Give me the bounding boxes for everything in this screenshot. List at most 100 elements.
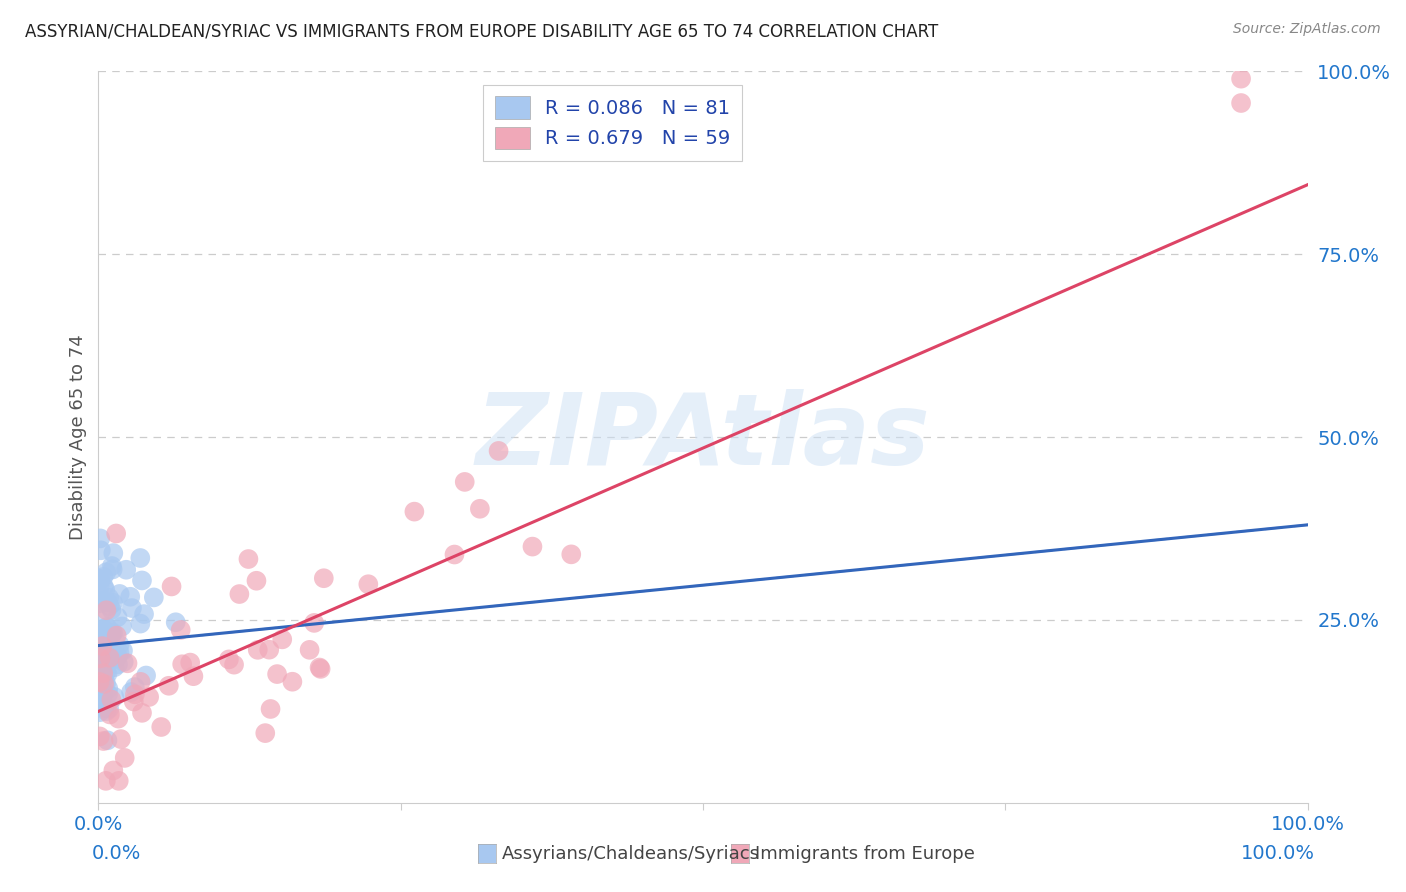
Point	[94, 676, 117, 690]
Point	[101, 562, 124, 576]
Point	[96, 595, 118, 609]
Point	[94, 582, 117, 597]
Point	[170, 623, 193, 637]
Point	[129, 616, 152, 631]
Point	[96, 620, 118, 634]
Point	[117, 657, 139, 671]
Point	[100, 603, 122, 617]
Point	[179, 656, 201, 670]
Point	[150, 720, 173, 734]
Point	[90, 632, 112, 647]
Point	[90, 641, 112, 656]
Point	[98, 654, 121, 668]
Point	[160, 579, 183, 593]
Point	[112, 655, 135, 669]
Point	[107, 650, 129, 665]
Point	[91, 688, 114, 702]
Point	[89, 730, 111, 744]
Point	[1230, 95, 1253, 110]
Point	[111, 643, 134, 657]
Point	[105, 629, 128, 643]
Point	[101, 627, 124, 641]
Point	[245, 574, 267, 588]
Point	[107, 610, 129, 624]
Point	[98, 591, 121, 605]
Point	[131, 706, 153, 720]
Point	[107, 657, 129, 672]
Point	[309, 662, 332, 676]
Point	[560, 547, 582, 561]
Point	[89, 705, 111, 719]
Point	[96, 603, 118, 617]
Point	[124, 680, 146, 694]
Point	[96, 633, 118, 648]
Point	[131, 574, 153, 588]
Point	[89, 596, 111, 610]
Point	[120, 685, 142, 699]
Point	[94, 773, 117, 788]
Point	[105, 651, 128, 665]
Point	[246, 643, 269, 657]
Point	[302, 615, 325, 630]
Point	[114, 751, 136, 765]
Point	[97, 643, 120, 657]
Y-axis label: Disability Age 65 to 74: Disability Age 65 to 74	[69, 334, 87, 540]
Point	[96, 566, 118, 580]
Point	[218, 652, 240, 666]
Point	[488, 443, 510, 458]
Point	[89, 623, 111, 637]
Point	[97, 640, 120, 655]
Point	[183, 669, 205, 683]
Point	[89, 675, 111, 690]
Text: Source: ZipAtlas.com: Source: ZipAtlas.com	[1233, 22, 1381, 37]
Point	[96, 654, 118, 668]
Point	[98, 650, 121, 665]
Point	[142, 591, 165, 605]
Point	[138, 690, 160, 704]
Point	[93, 570, 115, 584]
Point	[308, 660, 330, 674]
Point	[91, 666, 114, 681]
Point	[120, 590, 142, 604]
Text: 0.0%: 0.0%	[91, 844, 141, 863]
Point	[259, 702, 281, 716]
Point	[103, 764, 125, 778]
Point	[93, 734, 115, 748]
Point	[90, 543, 112, 558]
Point	[96, 667, 118, 681]
Point	[96, 704, 118, 718]
Point	[93, 677, 115, 691]
Point	[357, 577, 380, 591]
Point	[454, 475, 477, 489]
Point	[89, 572, 111, 586]
Point	[101, 596, 124, 610]
Point	[257, 642, 280, 657]
Text: Immigrants from Europe: Immigrants from Europe	[755, 845, 974, 863]
Point	[93, 644, 115, 658]
Text: 100.0%: 100.0%	[1240, 844, 1315, 863]
Point	[281, 674, 304, 689]
Point	[94, 665, 117, 680]
Point	[135, 668, 157, 682]
Point	[1230, 71, 1253, 86]
Point	[89, 637, 111, 651]
Point	[96, 733, 118, 747]
Point	[101, 626, 124, 640]
Point	[115, 563, 138, 577]
Point	[105, 526, 128, 541]
Point	[89, 692, 111, 706]
Point	[89, 572, 111, 586]
Point	[100, 692, 122, 706]
Point	[443, 548, 465, 562]
Point	[90, 594, 112, 608]
Point	[101, 559, 124, 574]
Text: ASSYRIAN/CHALDEAN/SYRIAC VS IMMIGRANTS FROM EUROPE DISABILITY AGE 65 TO 74 CORRE: ASSYRIAN/CHALDEAN/SYRIAC VS IMMIGRANTS F…	[25, 22, 939, 40]
Point	[89, 574, 111, 588]
Point	[122, 695, 145, 709]
Point	[271, 632, 294, 647]
Point	[522, 540, 544, 554]
Point	[89, 532, 111, 546]
Point	[103, 660, 125, 674]
Point	[107, 773, 129, 788]
Point	[124, 687, 146, 701]
